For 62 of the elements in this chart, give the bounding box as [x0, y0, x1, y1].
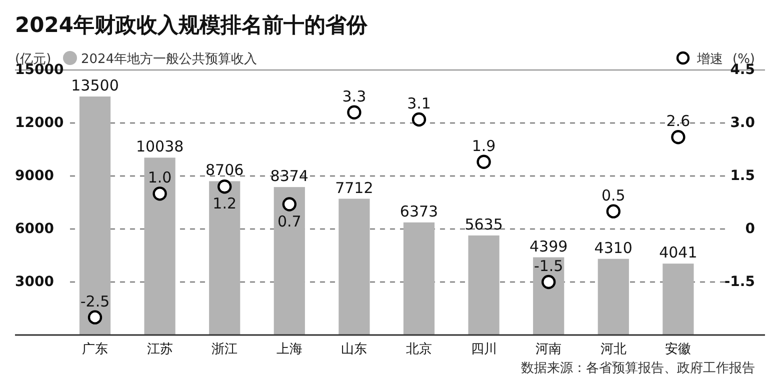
data-label: 3.1 — [407, 94, 431, 112]
y-tick-label: 12000 — [15, 114, 64, 131]
x-tick-label: 江苏 — [146, 342, 173, 357]
x-tick-label: 上海 — [276, 342, 302, 357]
point — [347, 105, 362, 120]
x-tick-label: 山东 — [341, 342, 368, 357]
data-label: 8374 — [270, 167, 308, 186]
y2-tick-label: 1.5 — [730, 168, 755, 184]
y-tick-label: 3000 — [15, 274, 54, 290]
point — [282, 197, 296, 212]
data-label: 4399 — [530, 237, 568, 256]
bar — [403, 222, 435, 335]
point — [671, 130, 686, 144]
data-label: 10038 — [136, 138, 184, 156]
chart-title: 2024年财政收入规模排名前十的省份 — [15, 13, 368, 37]
data-label: 7712 — [335, 178, 374, 197]
data-label: 5635 — [464, 215, 503, 234]
bar — [468, 235, 500, 335]
data-label: 3.3 — [342, 87, 366, 106]
x-tick-label: 河北 — [600, 342, 626, 357]
x-tick-label: 河南 — [536, 342, 562, 357]
legend-label: 2024年地方一般公共预算收入 — [81, 51, 258, 67]
data-label: 2.6 — [666, 112, 690, 130]
point — [606, 204, 620, 218]
x-tick-label: 广东 — [82, 342, 108, 357]
data-label: 4041 — [659, 244, 698, 262]
data-label: 1.9 — [472, 136, 496, 155]
y2-tick-label: -1.5 — [724, 274, 755, 290]
point — [542, 274, 556, 290]
data-label: 1.0 — [148, 168, 172, 187]
bar — [79, 96, 111, 335]
x-tick-label: 北京 — [406, 342, 432, 357]
point — [152, 186, 167, 201]
bar — [338, 198, 370, 335]
bar — [144, 158, 176, 335]
point — [476, 154, 491, 169]
data-label: -2.5 — [80, 292, 110, 310]
y2-tick-label: 3.0 — [730, 114, 756, 131]
data-label: 6373 — [400, 202, 438, 220]
bar — [533, 257, 564, 335]
bar — [662, 264, 694, 335]
legend-label: 增速 — [696, 52, 723, 67]
bar — [274, 187, 305, 335]
source-note: 数据来源：各省预算报告、政府工作报告 — [521, 360, 755, 376]
bar — [209, 181, 240, 335]
x-tick-label: 四川 — [470, 342, 497, 357]
x-tick-label: 安徽 — [665, 341, 692, 357]
point — [412, 112, 426, 127]
y-tick-label: 6000 — [15, 220, 54, 237]
data-label: 0.7 — [277, 212, 302, 230]
x-tick-label: 浙江 — [212, 342, 238, 357]
bar — [598, 258, 629, 335]
data-label: 8706 — [206, 161, 244, 180]
point — [218, 180, 232, 194]
data-label: 13500 — [71, 76, 119, 94]
data-label: 0.5 — [601, 186, 626, 204]
y2-tick-label: 0 — [745, 220, 756, 237]
data-label: 4310 — [594, 238, 632, 257]
data-label: 1.2 — [212, 194, 237, 213]
data-label: -1.5 — [534, 257, 564, 275]
y-tick-label: 9000 — [15, 168, 54, 184]
point — [88, 310, 102, 324]
